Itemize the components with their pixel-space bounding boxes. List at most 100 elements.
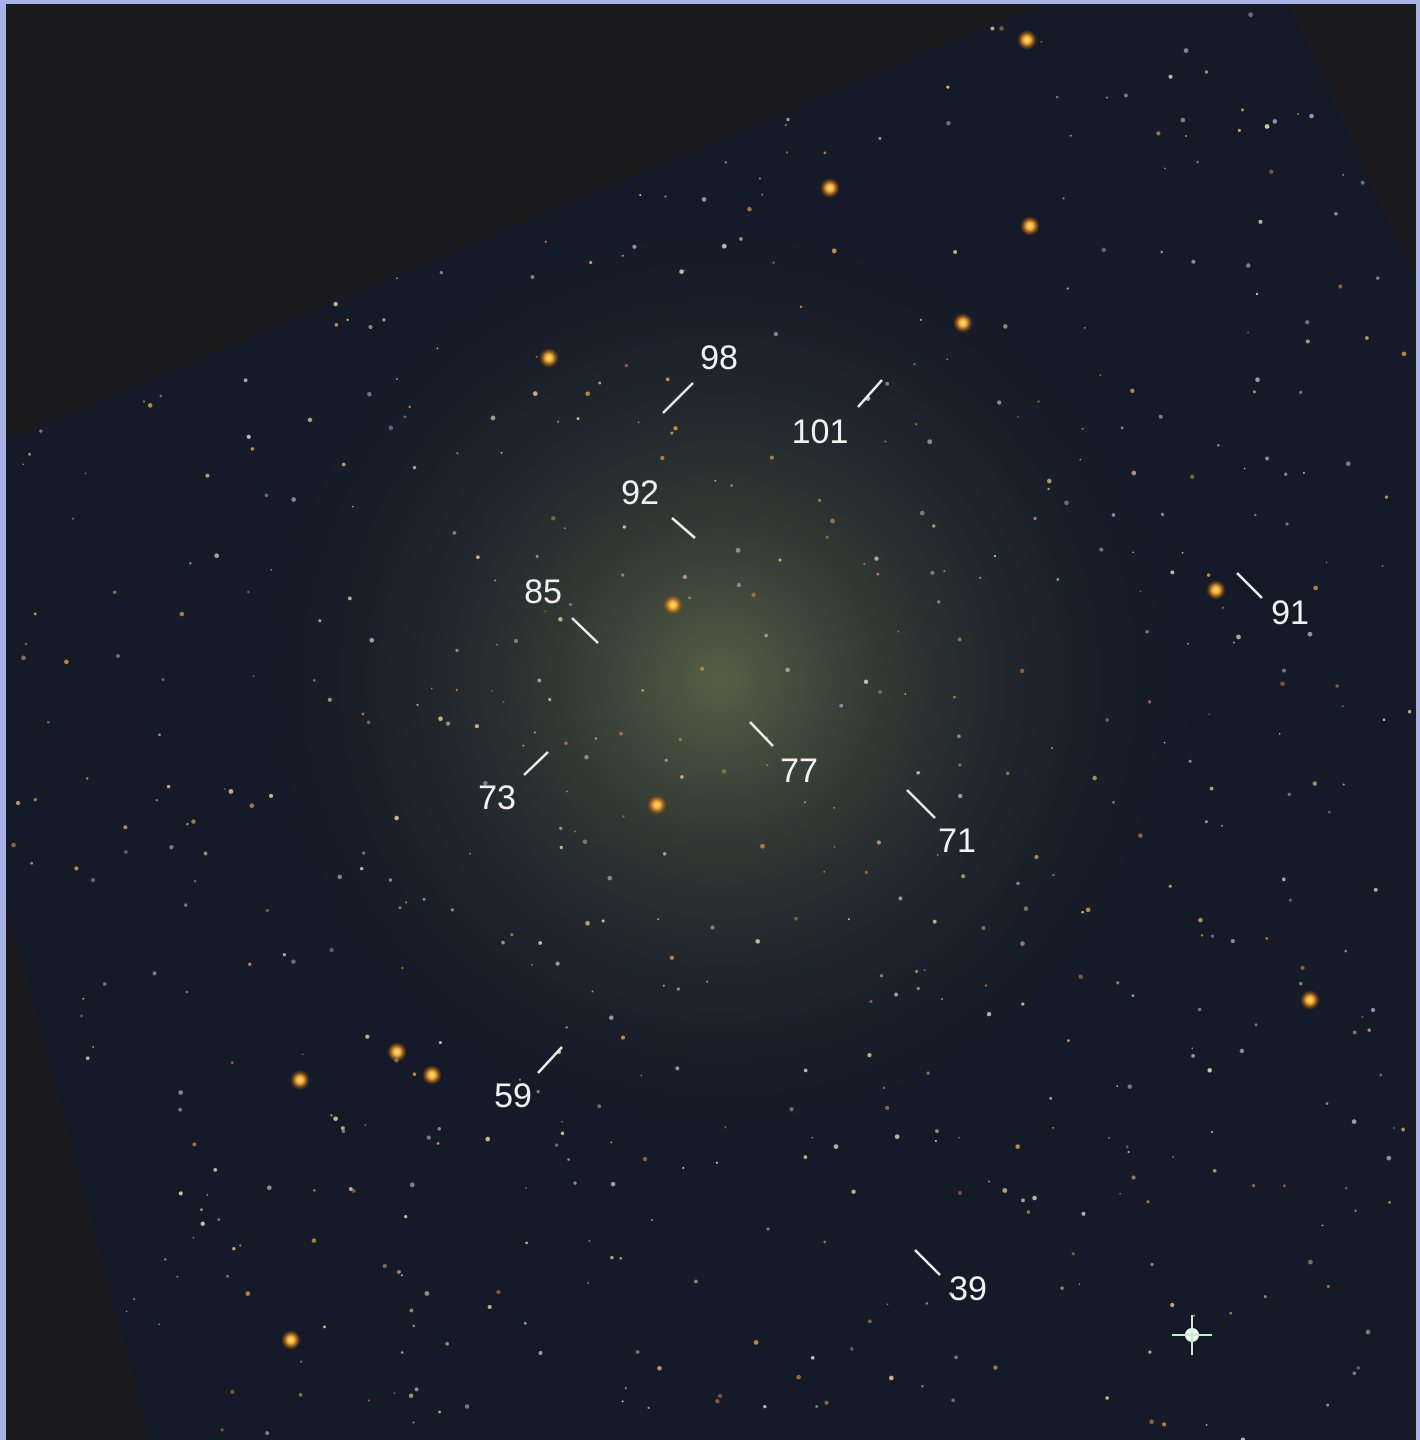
star [439, 271, 443, 275]
bright-source [1017, 30, 1037, 50]
star [1160, 512, 1165, 517]
star [535, 355, 538, 358]
bright-source [281, 1330, 301, 1350]
star [706, 980, 709, 983]
star [1040, 40, 1043, 43]
star [398, 906, 402, 910]
star [607, 875, 613, 881]
star [558, 617, 563, 622]
star [621, 1035, 625, 1040]
star [591, 990, 594, 993]
star [679, 269, 684, 274]
star [1308, 1259, 1313, 1265]
star [825, 535, 829, 539]
star [1344, 1186, 1348, 1190]
star [1282, 668, 1286, 673]
star [935, 1129, 939, 1133]
star [1379, 1073, 1383, 1077]
star [1401, 351, 1407, 357]
star [291, 959, 296, 964]
star [1081, 1211, 1086, 1216]
star [769, 455, 774, 460]
star [266, 1185, 272, 1191]
star [621, 1400, 624, 1403]
star [785, 151, 789, 154]
star [184, 903, 188, 907]
star [864, 870, 868, 875]
star [1344, 949, 1347, 953]
star [1221, 606, 1224, 609]
star [1127, 1084, 1133, 1089]
star [839, 703, 844, 708]
star [1381, 565, 1384, 568]
star [919, 510, 925, 516]
star [904, 693, 907, 695]
star [1401, 1127, 1406, 1132]
star [609, 1015, 614, 1020]
star [230, 1389, 235, 1395]
star [1272, 119, 1278, 124]
star [367, 1399, 370, 1402]
star [1180, 117, 1186, 123]
star [21, 655, 26, 661]
star [585, 920, 590, 926]
star [1232, 641, 1235, 644]
star [1066, 287, 1069, 290]
star [393, 1392, 396, 1394]
star [833, 846, 836, 848]
star [1020, 941, 1025, 946]
star [1056, 578, 1060, 581]
star [641, 689, 644, 692]
star [937, 600, 941, 604]
pointer-line [662, 382, 694, 414]
star [301, 1053, 304, 1056]
star [1130, 388, 1135, 393]
star [269, 793, 274, 798]
star [747, 206, 752, 212]
star [588, 1239, 591, 1243]
star [785, 667, 790, 673]
star [1297, 113, 1299, 115]
star [721, 243, 727, 249]
star [669, 955, 674, 960]
star [28, 452, 32, 456]
star [92, 1045, 95, 1048]
star [1067, 1039, 1070, 1042]
star [510, 933, 514, 937]
star [1264, 124, 1270, 129]
star [563, 527, 566, 529]
star [403, 415, 407, 419]
star [622, 525, 626, 529]
star [1251, 1184, 1256, 1188]
star [993, 554, 997, 558]
star [1023, 906, 1029, 911]
star [369, 637, 375, 643]
star [1243, 467, 1246, 470]
star [1105, 1396, 1109, 1400]
star [1163, 741, 1166, 744]
star [405, 901, 408, 904]
star [650, 1218, 653, 1221]
star [885, 1105, 890, 1110]
star [408, 405, 411, 409]
star [559, 826, 563, 830]
star [1092, 775, 1097, 781]
star [1037, 400, 1040, 403]
star [483, 780, 488, 786]
star [522, 744, 525, 747]
star [1071, 1252, 1075, 1256]
star [560, 1131, 565, 1136]
star [589, 261, 593, 265]
star [1131, 470, 1137, 476]
star [1149, 1419, 1154, 1425]
star [818, 498, 822, 502]
star [323, 1325, 326, 1329]
star [565, 790, 568, 793]
star [270, 568, 273, 571]
star [1360, 180, 1365, 185]
star [715, 1161, 719, 1164]
star [265, 1431, 270, 1435]
star [330, 1114, 333, 1117]
star [755, 939, 760, 944]
cluster-label: 101 [792, 413, 849, 451]
